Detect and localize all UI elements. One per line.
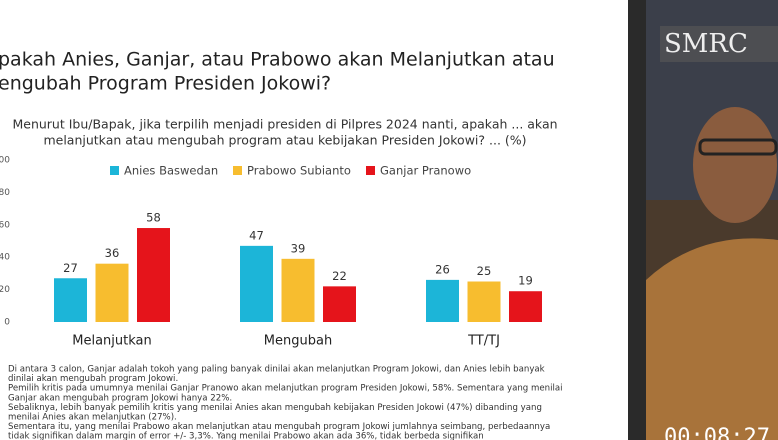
- bar: [467, 281, 501, 322]
- value-label: 39: [291, 241, 306, 255]
- y-tick-label: 20: [0, 285, 10, 295]
- bar: [509, 291, 542, 322]
- y-tick-label: 80: [0, 188, 10, 198]
- bar: [281, 258, 315, 322]
- person-head: [693, 107, 777, 223]
- y-tick-label: 0: [4, 318, 10, 328]
- subtitle-line: melanjutkan atau mengubah program atau k…: [43, 133, 526, 148]
- title-line: engubah Program Presiden Jokowi?: [0, 73, 331, 95]
- value-label: 27: [63, 261, 78, 275]
- bar: [426, 279, 459, 322]
- logo: SMRC: [664, 29, 748, 59]
- y-tick-label: 100: [0, 156, 10, 166]
- bar: [240, 245, 273, 322]
- value-label: 19: [518, 274, 533, 288]
- logo-box: [660, 26, 778, 62]
- note-line: Sebaliknya, lebih banyak pemilih kritis …: [8, 403, 542, 413]
- legend-label: Prabowo Subianto: [247, 164, 351, 178]
- note-line: Ganjar akan mengubah program Jokowi hany…: [8, 393, 232, 403]
- subtitle-line: Menurut Ibu/Bapak, jika terpilih menjadi…: [12, 117, 557, 132]
- value-label: 26: [435, 262, 450, 276]
- note-line: dinilai akan mengubah program Jokowi.: [8, 374, 178, 384]
- note-line: Pemilih kritis pada umumnya menilai Ganj…: [8, 384, 563, 394]
- x-tick-label: Melanjutkan: [72, 334, 152, 349]
- x-tick-label: TT/TJ: [467, 334, 500, 349]
- bar: [95, 263, 129, 322]
- legend-swatch: [110, 166, 119, 175]
- note-line: menilai Anies akan melanjutkan (27%).: [8, 413, 177, 423]
- glasses: [698, 138, 778, 156]
- note-line: tidak signifikan dalam margin of error +…: [8, 432, 484, 440]
- x-tick-label: Mengubah: [264, 334, 332, 349]
- divider: [628, 0, 646, 440]
- note-line: Di antara 3 calon, Ganjar adalah tokoh y…: [8, 365, 545, 375]
- legend-swatch: [233, 166, 242, 175]
- value-label: 22: [332, 269, 347, 283]
- timer: 00:08:27: [664, 425, 770, 440]
- y-tick-label: 60: [0, 220, 10, 230]
- bar: [54, 278, 87, 322]
- value-label: 36: [105, 246, 120, 260]
- bar: [137, 228, 170, 322]
- legend-swatch: [366, 166, 375, 175]
- value-label: 58: [146, 211, 161, 225]
- legend-label: Anies Baswedan: [124, 164, 218, 178]
- value-label: 47: [249, 228, 264, 242]
- bar: [323, 286, 356, 322]
- value-label: 25: [477, 264, 492, 278]
- legend-label: Ganjar Pranowo: [380, 164, 471, 178]
- person-shirt: [646, 238, 778, 440]
- note-line: Sementara itu, yang menilai Prabowo akan…: [8, 422, 550, 432]
- slide: [0, 0, 628, 440]
- title-line: pakah Anies, Ganjar, atau Prabowo akan M…: [0, 49, 555, 71]
- y-tick-label: 40: [0, 253, 10, 263]
